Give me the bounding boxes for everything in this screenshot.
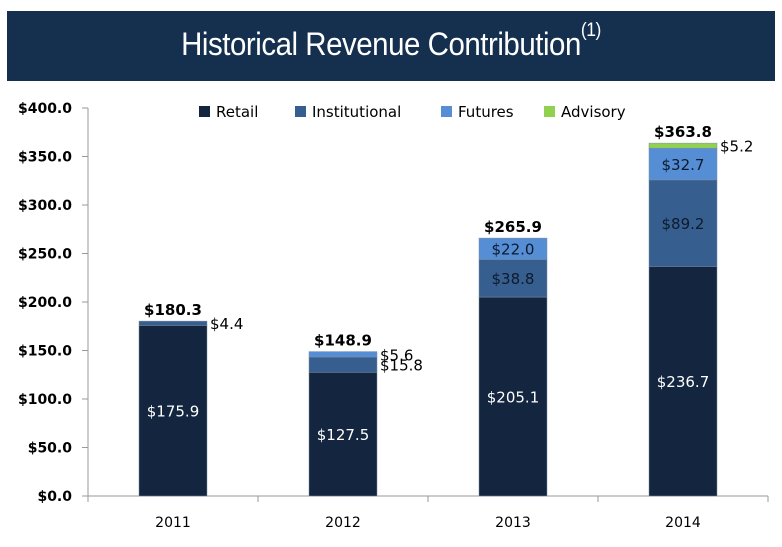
legend-swatch-institutional (295, 106, 306, 117)
y-tick-label: $100.0 (18, 392, 72, 408)
segment-value-label: $127.5 (317, 426, 370, 444)
bar-segment-retail (138, 325, 208, 497)
legend-swatch-advisory (544, 106, 555, 117)
y-tick-label: $250.0 (18, 247, 72, 263)
legend-swatch-retail (199, 106, 210, 117)
bar-segment-institutional (308, 356, 378, 373)
segment-value-label: $22.0 (492, 241, 535, 259)
bar-segment-futures (308, 351, 378, 358)
legend-label: Retail (216, 103, 258, 121)
x-category-label: 2012 (325, 515, 361, 531)
y-tick-label: $150.0 (18, 344, 72, 360)
segment-value-label: $89.2 (662, 215, 705, 233)
bar-total-label: $363.8 (654, 123, 712, 141)
segment-value-label: $205.1 (487, 389, 540, 407)
legend-label: Advisory (561, 103, 626, 121)
segment-value-label: $5.6 (380, 346, 413, 364)
bar-total-label: $148.9 (314, 332, 372, 350)
segment-value-label: $5.2 (720, 138, 753, 156)
x-category-label: 2014 (665, 515, 701, 531)
bar-segment-futures (478, 237, 548, 260)
bar-segment-retail (648, 266, 718, 497)
bar-segment-institutional (648, 179, 718, 267)
segment-value-label: $32.7 (662, 156, 705, 174)
y-tick-label: $300.0 (18, 198, 72, 214)
y-tick-label: $350.0 (18, 150, 72, 166)
bar-total-label: $180.3 (144, 301, 202, 319)
y-tick-label: $200.0 (18, 295, 72, 311)
legend-label: Institutional (312, 103, 401, 121)
title-banner: Historical Revenue Contribution(1) (7, 11, 775, 81)
segment-value-label: $38.8 (492, 270, 535, 288)
bar-segment-institutional (478, 259, 548, 298)
segment-value-label: $4.4 (210, 315, 243, 333)
footnote-marker: (1) (580, 20, 601, 41)
bar-segment-futures (648, 147, 718, 181)
chart-title: Historical Revenue Contribution(1) (38, 20, 745, 63)
x-category-label: 2011 (155, 515, 191, 531)
bar-segment-retail (308, 372, 378, 497)
legend-swatch-futures (441, 106, 452, 117)
segment-value-label: $15.8 (380, 357, 423, 375)
legend-label: Futures (458, 103, 514, 121)
y-tick-label: $50.0 (28, 441, 73, 457)
bar-segment-institutional (138, 320, 208, 326)
segment-value-label: $175.9 (147, 403, 200, 421)
chart-title-text: Historical Revenue Contribution (181, 26, 581, 62)
bar-total-label: $265.9 (484, 218, 542, 236)
segment-value-label: $236.7 (657, 373, 710, 391)
y-tick-label: $400.0 (18, 101, 72, 117)
x-category-label: 2013 (495, 515, 531, 531)
bar-segment-advisory (648, 142, 718, 149)
y-tick-label: $0.0 (37, 489, 72, 505)
